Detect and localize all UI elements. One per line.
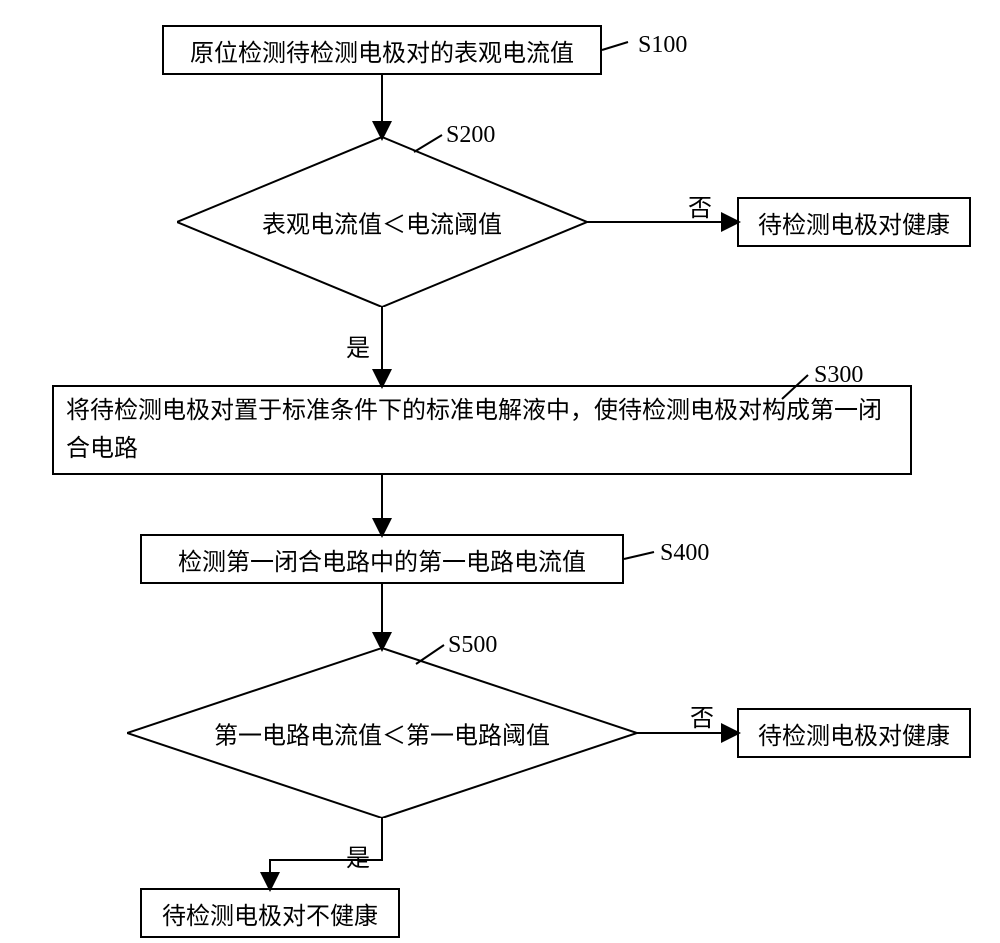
s200-diamond: 表观电流值＜电流阈值 (177, 137, 587, 307)
s200-no-label: 否 (688, 188, 712, 223)
s400-label: S400 (660, 540, 709, 567)
s400-box: 检测第一闭合电路中的第一电路电流值 (140, 534, 624, 584)
s500-yes-box: 待检测电极对不健康 (140, 888, 400, 938)
s200-diamond-text: 表观电流值＜电流阈值 (177, 205, 587, 240)
s100-label: S100 (638, 32, 687, 59)
s400-text: 检测第一闭合电路中的第一电路电流值 (178, 542, 586, 577)
s500-yes-text: 待检测电极对不健康 (162, 896, 378, 931)
s300-text: 将待检测电极对置于标准条件下的标准电解液中，使待检测电极对构成第一闭合电路 (66, 392, 898, 469)
s200-no-text: 待检测电极对健康 (758, 205, 950, 240)
s500-diamond: 第一电路电流值＜第一电路阈值 (127, 648, 637, 818)
s300-label: S300 (814, 362, 863, 389)
s500-no-text: 待检测电极对健康 (758, 716, 950, 751)
s500-no-label: 否 (690, 698, 714, 733)
s200-label: S200 (446, 122, 495, 149)
s100-box: 原位检测待检测电极对的表观电流值 (162, 25, 602, 75)
s500-yes-label: 是 (346, 838, 370, 873)
s200-no-box: 待检测电极对健康 (737, 197, 971, 247)
s500-diamond-text: 第一电路电流值＜第一电路阈值 (127, 716, 637, 751)
s500-no-box: 待检测电极对健康 (737, 708, 971, 758)
s100-text: 原位检测待检测电极对的表观电流值 (190, 33, 574, 68)
s200-yes-label: 是 (346, 328, 370, 363)
s500-label: S500 (448, 632, 497, 659)
s300-box: 将待检测电极对置于标准条件下的标准电解液中，使待检测电极对构成第一闭合电路 (52, 385, 912, 475)
